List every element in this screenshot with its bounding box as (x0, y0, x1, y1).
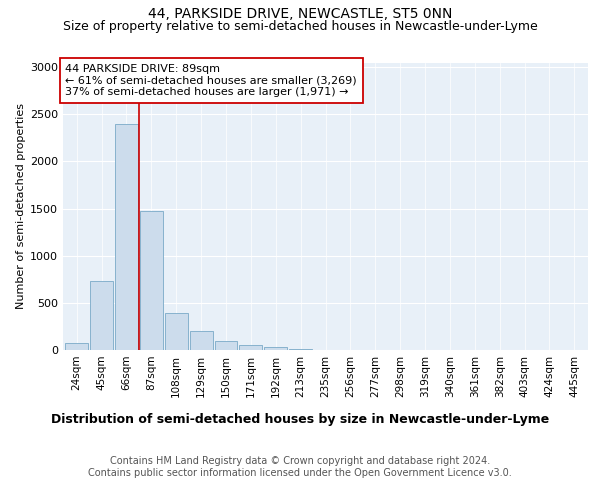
Bar (90, 281, 113, 350)
Y-axis label: Number of semi-detached properties: Number of semi-detached properties (16, 104, 26, 309)
Bar (140, 212, 163, 350)
Bar (190, 330, 212, 350)
Bar (239, 345, 262, 350)
Text: Contains HM Land Registry data © Crown copyright and database right 2024.
Contai: Contains HM Land Registry data © Crown c… (88, 456, 512, 477)
Text: Distribution of semi-detached houses by size in Newcastle-under-Lyme: Distribution of semi-detached houses by … (51, 412, 549, 426)
Bar (115, 124, 138, 350)
Text: Size of property relative to semi-detached houses in Newcastle-under-Lyme: Size of property relative to semi-detach… (62, 20, 538, 33)
Bar (289, 349, 312, 350)
Text: 44, PARKSIDE DRIVE, NEWCASTLE, ST5 0NN: 44, PARKSIDE DRIVE, NEWCASTLE, ST5 0NN (148, 8, 452, 22)
Bar (264, 347, 287, 350)
Bar (65, 344, 88, 350)
Bar (215, 340, 238, 350)
Text: 44 PARKSIDE DRIVE: 89sqm
← 61% of semi-detached houses are smaller (3,269)
37% o: 44 PARKSIDE DRIVE: 89sqm ← 61% of semi-d… (65, 64, 357, 97)
Bar (165, 313, 188, 350)
